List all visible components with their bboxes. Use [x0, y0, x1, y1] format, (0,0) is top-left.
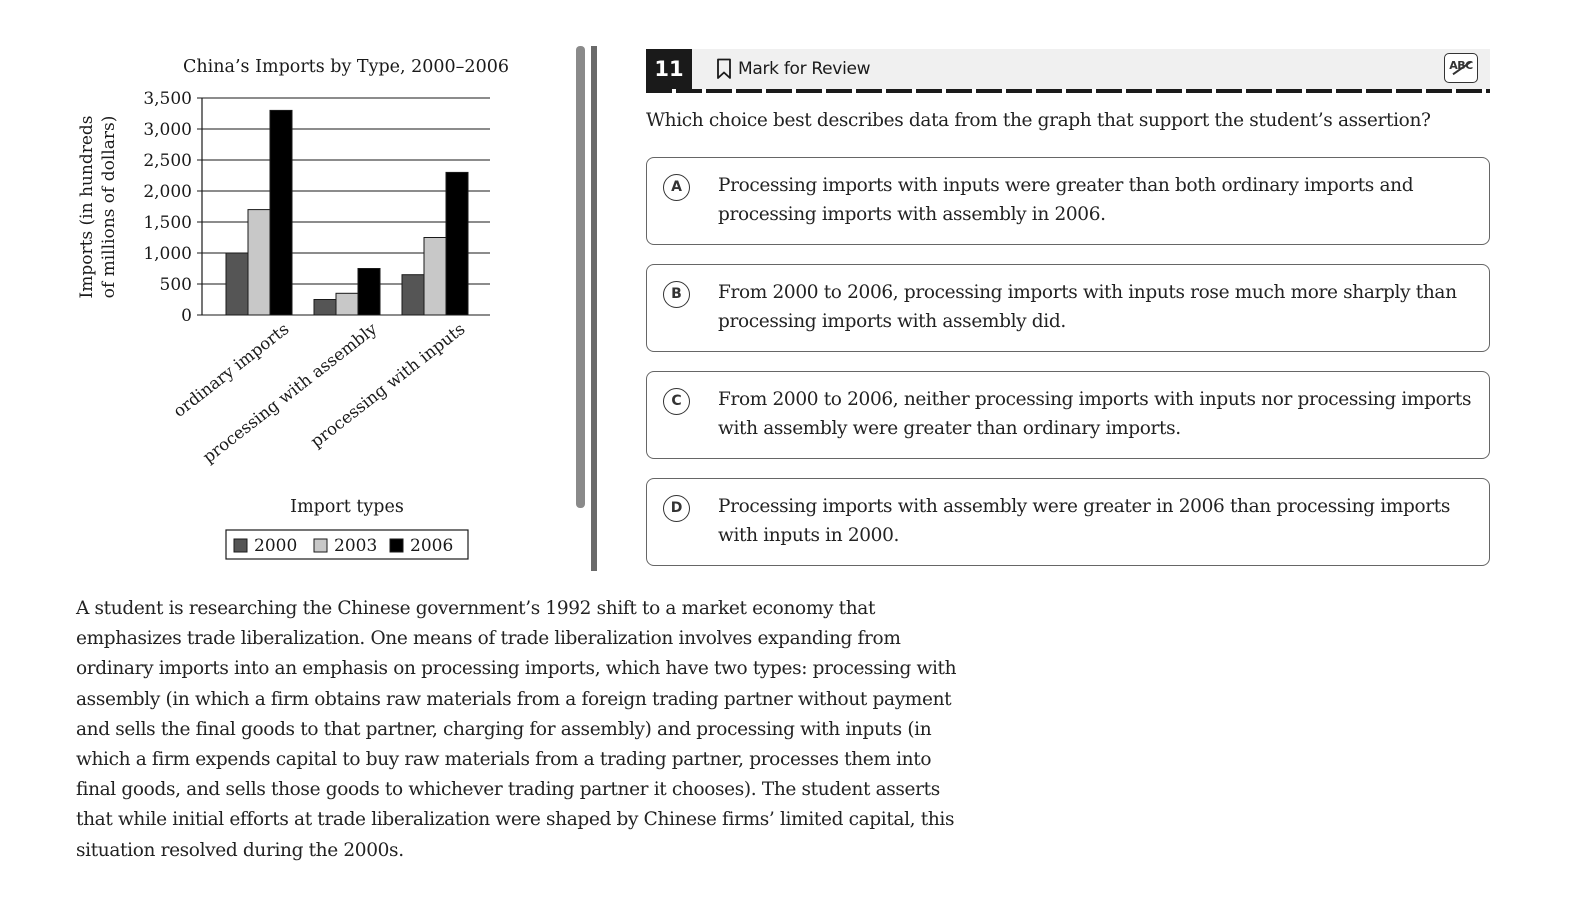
x-tick-label: processing with inputs [307, 319, 469, 451]
bar-2003-ordinary-imports [247, 209, 271, 316]
left-pane-scrollbar[interactable] [576, 46, 585, 508]
mark-for-review-button[interactable]: Mark for Review [716, 49, 871, 89]
legend-box [225, 529, 469, 560]
chart-title: China’s Imports by Type, 2000–2006 [183, 57, 509, 77]
header-dashed-rule [646, 89, 1490, 93]
choice-d[interactable]: D Processing imports with assembly were … [646, 478, 1490, 566]
y-tick-label: 1,500 [143, 213, 192, 233]
legend-label-2006: 2006 [410, 536, 453, 556]
choice-text: Processing imports with inputs were grea… [718, 175, 1414, 225]
bookmark-icon [717, 58, 731, 79]
passage-text: A student is researching the Chinese gov… [76, 598, 957, 861]
choice-b[interactable]: B From 2000 to 2006, processing imports … [646, 264, 1490, 352]
abc-strikethrough-icon: ABC [1449, 59, 1473, 72]
question-header: 11 Mark for Review ABC [646, 49, 1490, 89]
bar-2000-processing-with-inputs [401, 274, 425, 316]
legend-swatch-2006 [389, 538, 404, 553]
choice-c[interactable]: C From 2000 to 2006, neither processing … [646, 371, 1490, 459]
answer-eliminator-button[interactable]: ABC [1444, 53, 1478, 83]
y-axis-ticks: 0 500 1,000 1,500 2,000 2,500 3,000 3,500 [143, 89, 202, 326]
bar-2003-processing-with-assembly [335, 292, 359, 316]
choice-letter-badge: A [663, 174, 690, 201]
legend-label-2003: 2003 [334, 536, 377, 556]
choice-text: From 2000 to 2006, processing imports wi… [718, 282, 1457, 332]
choice-text: Processing imports with assembly were gr… [718, 496, 1450, 546]
y-axis-label-line1: Imports (in hundreds [77, 116, 97, 299]
x-tick-label: processing with assembly [199, 319, 381, 467]
bar-2003-processing-with-inputs [423, 237, 447, 316]
y-tick-label: 500 [160, 275, 192, 295]
y-tick-label: 0 [181, 306, 192, 326]
chart-legend: 2000 2003 2006 [233, 536, 453, 556]
question-number: 11 [646, 49, 692, 89]
imports-bar-chart: China’s Imports by Type, 2000–2006 Impor… [77, 57, 509, 560]
bar-2000-processing-with-assembly [313, 299, 337, 316]
x-axis-label: Import types [290, 497, 404, 517]
bar-2006-ordinary-imports [269, 109, 293, 316]
choice-letter-badge: D [663, 495, 690, 522]
bar-2006-processing-with-inputs [445, 171, 469, 316]
question-prompt: Which choice best describes data from th… [646, 110, 1431, 131]
legend-swatch-2000 [233, 538, 248, 553]
y-axis-label-line2: of millions of dollars) [99, 116, 119, 299]
bar-2006-processing-with-assembly [357, 268, 381, 316]
bar-2000-ordinary-imports [225, 252, 249, 316]
legend-label-2000: 2000 [254, 536, 297, 556]
y-tick-label: 3,500 [143, 89, 192, 109]
y-tick-label: 2,000 [143, 182, 192, 202]
chart-bars [225, 109, 469, 316]
choice-letter-badge: C [663, 388, 690, 415]
mark-for-review-label: Mark for Review [738, 59, 871, 79]
choice-text: From 2000 to 2006, neither processing im… [718, 389, 1472, 439]
choice-letter-badge: B [663, 281, 690, 308]
y-tick-label: 3,000 [143, 120, 192, 140]
y-tick-label: 2,500 [143, 151, 192, 171]
legend-swatch-2003 [313, 538, 328, 553]
y-tick-label: 1,000 [143, 244, 192, 264]
pane-resize-divider[interactable] [591, 46, 597, 571]
choice-a[interactable]: A Processing imports with inputs were gr… [646, 157, 1490, 245]
